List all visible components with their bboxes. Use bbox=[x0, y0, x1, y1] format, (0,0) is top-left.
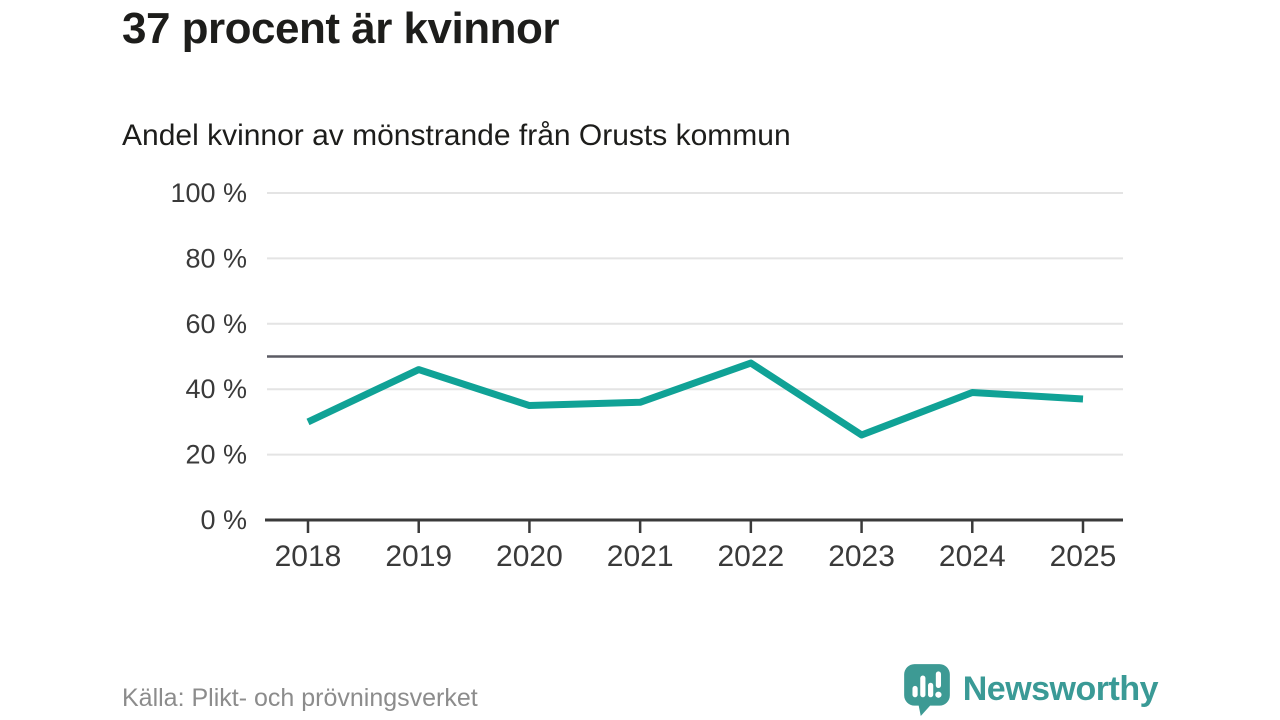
x-axis-label: 2019 bbox=[385, 540, 452, 573]
y-axis-label: 20 % bbox=[185, 440, 247, 470]
y-axis-label: 60 % bbox=[185, 309, 247, 339]
newsworthy-logo: Newsworthy bbox=[902, 662, 1159, 716]
page-title: 37 procent är kvinnor bbox=[122, 4, 559, 53]
chart-subtitle: Andel kvinnor av mönstrande från Orusts … bbox=[122, 119, 791, 152]
x-axis-label: 2025 bbox=[1050, 540, 1117, 573]
x-axis-label: 2021 bbox=[607, 540, 674, 573]
x-axis-label: 2023 bbox=[828, 540, 895, 573]
x-axis-label: 2020 bbox=[496, 540, 563, 573]
data-line bbox=[306, 359, 1084, 439]
newsworthy-logo-text: Newsworthy bbox=[962, 669, 1159, 708]
x-axis-label: 2018 bbox=[275, 540, 342, 573]
y-axis-label: 80 % bbox=[185, 243, 247, 273]
x-axis-label: 2024 bbox=[939, 540, 1006, 573]
source-note: Källa: Plikt- och prövningsverket bbox=[122, 684, 478, 712]
newsworthy-logo-icon bbox=[903, 664, 950, 716]
x-axis-label: 2022 bbox=[717, 540, 784, 573]
y-axis-label: 100 % bbox=[170, 178, 247, 208]
y-axis-label: 40 % bbox=[185, 374, 247, 404]
line-chart: 0 % 20 % 40 % 60 % 80 % 100 % 2018 2019 2020 2021… bbox=[170, 178, 1123, 573]
y-axis-label: 0 % bbox=[200, 505, 247, 535]
